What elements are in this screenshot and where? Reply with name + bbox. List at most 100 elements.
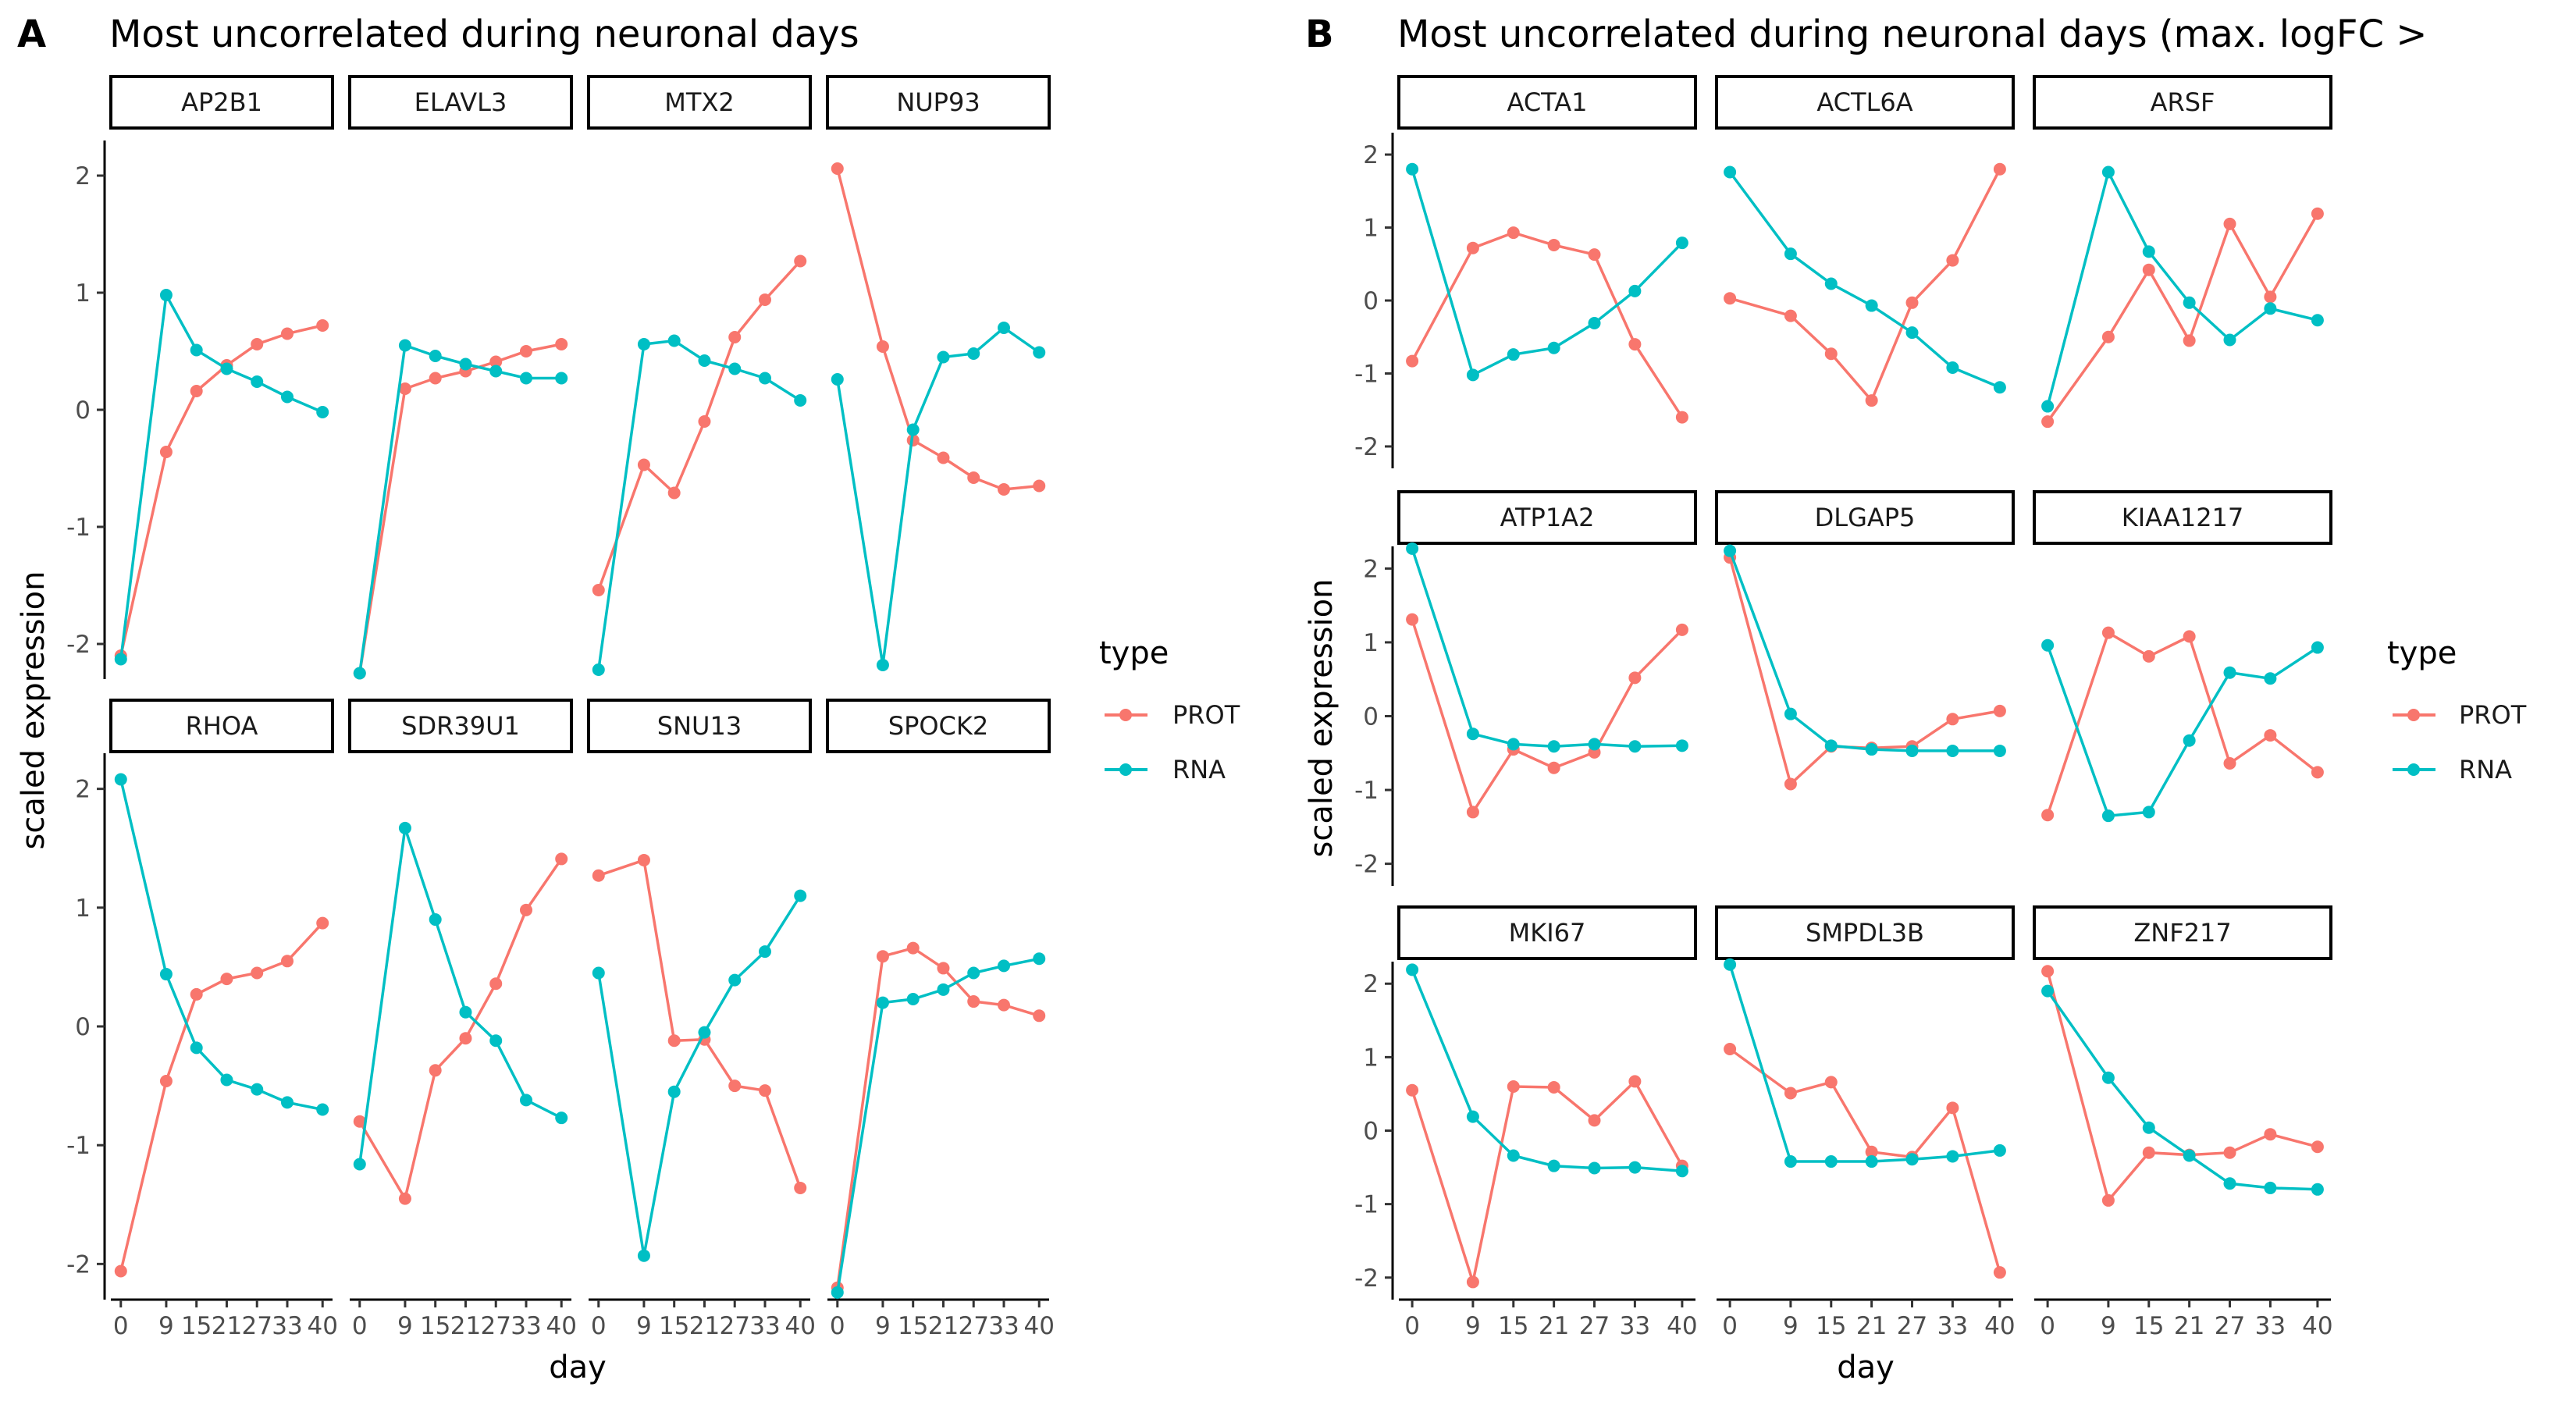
panel-a-point-sdr39u1-rna [489, 1034, 503, 1048]
panel-b-point-atp1a2-rna [1547, 740, 1560, 753]
panel-a-strip-label-nup93: NUP93 [896, 87, 980, 117]
panel-a-point-rhoa-prot [220, 973, 233, 986]
panel-b-point-arsf-prot [2264, 290, 2277, 304]
panel-b-point-dlgap5-prot [1993, 704, 2006, 717]
panel-b-y-tick-label-mki67: 0 [1363, 1118, 1379, 1146]
panel-a-x-tick-label-sdr39u1: 27 [481, 1312, 511, 1340]
panel-b-point-znf217-rna [2041, 984, 2055, 998]
panel-b-point-dlgap5-prot [1784, 777, 1797, 791]
panel-a-point-mtx2-prot [794, 254, 807, 268]
panel-b-point-mki67-rna [1675, 1165, 1688, 1178]
panel-b-strip-znf217 [2033, 905, 2332, 960]
panel-b-point-smpdl3b-rna [1824, 1155, 1838, 1168]
panel-b-x-tick-label-znf217: 9 [2101, 1312, 2116, 1340]
panel-b-point-smpdl3b-rna [1905, 1153, 1919, 1166]
panel-b-strip-dlgap5 [1715, 490, 2015, 545]
panel-b-y-tick-label-acta1: -1 [1354, 360, 1379, 388]
panel-a-point-nup93-prot [1033, 479, 1046, 493]
panel-b-point-kiaa1217-rna [2223, 666, 2236, 679]
panel-b-point-actl6a-prot [1946, 254, 1959, 267]
panel-a-x-tick-label-sdr39u1: 40 [546, 1312, 576, 1340]
panel-a-point-ap2b1-rna [190, 343, 203, 357]
panel-a-strip-nup93 [826, 75, 1051, 130]
panel-b-y-tick-label-acta1: 2 [1363, 141, 1379, 169]
panel-b-point-dlgap5-rna [1946, 744, 1959, 757]
panel-b-point-atp1a2-prot [1406, 613, 1419, 626]
panel-a-point-spock2-prot [876, 950, 889, 963]
panel-a-point-nup93-rna [997, 322, 1010, 334]
panel-a-point-spock2-rna [937, 983, 950, 996]
panel-b-facet-mki67: MKI67 -2 -1 0 1 2 0 9 15 21 27 33 40 [1354, 905, 1698, 1340]
panel-a-point-rhoa-prot [159, 1075, 173, 1087]
panel-b-x-tick-label-znf217: 15 [2133, 1312, 2164, 1340]
panel-a-line-ap2b1-rna [119, 290, 323, 660]
panel-b-point-mki67-rna [1507, 1149, 1520, 1162]
panel-b-point-acta1-rna [1466, 368, 1479, 382]
panel-b-point-znf217-rna [2101, 1071, 2115, 1084]
panel-b-point-smpdl3b-prot [1724, 1043, 1737, 1056]
panel-b-strip-label-arsf: ARSF [2151, 87, 2215, 117]
panel-b-point-kiaa1217-prot [2142, 649, 2155, 663]
panel-a-x-tick-label-rhoa: 33 [272, 1312, 302, 1340]
panel-b-point-mki67-rna [1588, 1161, 1601, 1175]
panel-b-point-smpdl3b-prot [1993, 1266, 2006, 1279]
panel-b-point-kiaa1217-prot [2101, 626, 2115, 639]
panel-b-point-dlgap5-rna [1824, 739, 1838, 752]
panel-b-point-kiaa1217-prot [2264, 729, 2277, 742]
panel-a-point-mtx2-rna [794, 394, 807, 407]
panel-b-point-acta1-prot [1466, 241, 1479, 254]
panel-b-point-acta1-prot [1507, 226, 1520, 240]
panel-a-strip-sdr39u1 [348, 699, 573, 753]
panel-b-y-tick-label-atp1a2: -1 [1354, 777, 1379, 805]
panel-a-point-spock2-rna [1033, 952, 1046, 966]
panel-a-y-tick-label-ap2b1: 1 [75, 279, 91, 308]
panel-a-point-snu13-prot [592, 869, 605, 882]
panel-b-point-arsf-rna [2264, 302, 2277, 315]
panel-a-point-sdr39u1-rna [429, 913, 442, 927]
panel-a-x-tick-label-spock2: 0 [830, 1312, 845, 1340]
panel-a-facet-mtx2: MTX2 [587, 75, 812, 676]
panel-a-line-sdr39u1-rna [358, 827, 562, 1165]
panel-b-point-kiaa1217-rna [2101, 809, 2115, 823]
panel-a-point-rhoa-rna [280, 1096, 294, 1109]
panel-a-strip-rhoa [109, 699, 334, 753]
panel-b-x-tick-label-znf217: 33 [2255, 1312, 2286, 1340]
panel-b-point-mki67-prot [1507, 1080, 1520, 1094]
panel-b-strip-label-dlgap5: DLGAP5 [1815, 503, 1916, 532]
panel-b-point-atp1a2-prot [1547, 761, 1560, 774]
panel-a-point-nup93-prot [997, 483, 1010, 496]
panel-a-point-rhoa-prot [251, 966, 264, 980]
panel-a-x-tick-label-sdr39u1: 15 [420, 1312, 450, 1340]
panel-b-y-tick-label-mki67: 1 [1363, 1044, 1379, 1072]
panel-b-point-dlgap5-rna [1993, 744, 2006, 757]
panel-a-strip-label-ap2b1: AP2B1 [181, 87, 262, 117]
panel-b-point-kiaa1217-rna [2264, 672, 2277, 685]
panel-b-point-znf217-prot [2041, 965, 2055, 978]
panel-b-point-mki67-rna [1628, 1161, 1642, 1174]
panel-a-point-sdr39u1-rna [519, 1094, 532, 1107]
panel-a-x-tick-label-spock2: 9 [875, 1312, 891, 1340]
panel-b-point-mki67-prot [1406, 1083, 1419, 1097]
panel-a-x-tick-label-rhoa: 15 [181, 1312, 212, 1340]
panel-b-line-atp1a2-prot [1411, 619, 1684, 816]
panel-a-point-nup93-rna [831, 373, 844, 386]
panel-a-point-spock2-prot [997, 998, 1010, 1012]
panel-a-legend-dot-prot [1119, 709, 1132, 721]
panel-a-point-rhoa-prot [280, 955, 294, 968]
panel-a-point-elavl3-rna [459, 357, 472, 371]
panel-b-point-actl6a-prot [1865, 394, 1878, 407]
panel-b-x-tick-label-mki67: 0 [1404, 1312, 1420, 1340]
panel-a-point-spock2-rna [831, 1286, 844, 1299]
panel-b-point-kiaa1217-prot [2223, 757, 2236, 770]
panel-a-point-mtx2-rna [758, 372, 771, 385]
panel-b-line-actl6a-prot [1729, 168, 2001, 404]
panel-a-point-spock2-prot [1033, 1009, 1046, 1023]
panel-a-line-nup93-rna [836, 325, 1041, 666]
panel-b-x-tick-label-znf217: 40 [2302, 1312, 2332, 1340]
panel-b-line-znf217-prot [2046, 970, 2318, 1204]
panel-b-point-atp1a2-rna [1507, 738, 1520, 751]
panel-b-point-arsf-rna [2183, 296, 2196, 309]
panel-a-x-tick-label-snu13: 40 [785, 1312, 815, 1340]
panel-b-point-acta1-rna [1628, 284, 1642, 297]
panel-b-point-znf217-rna [2264, 1181, 2277, 1194]
